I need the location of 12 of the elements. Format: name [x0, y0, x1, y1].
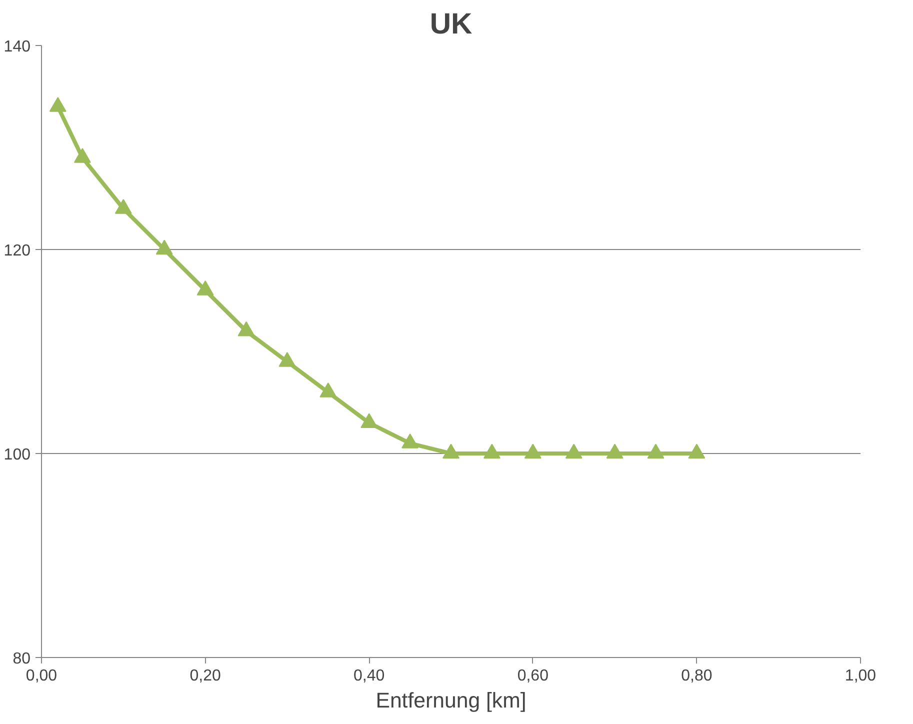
chart-title: UK — [430, 8, 472, 40]
x-tick-label: 0,60 — [517, 668, 549, 684]
x-tick-label: 0,20 — [190, 668, 221, 684]
x-tick-label: 0,40 — [354, 668, 385, 684]
y-tick-label: 80 — [12, 650, 31, 668]
y-tick-label: 120 — [4, 242, 31, 260]
y-tick-label: 100 — [4, 446, 31, 464]
x-tick-label: 0,80 — [681, 668, 712, 684]
x-tick-label: 0,00 — [26, 668, 58, 684]
x-axis-title: Entfernung [km] — [376, 688, 526, 712]
x-tick-label: 1,00 — [844, 668, 876, 684]
y-tick-label: 140 — [4, 38, 31, 56]
